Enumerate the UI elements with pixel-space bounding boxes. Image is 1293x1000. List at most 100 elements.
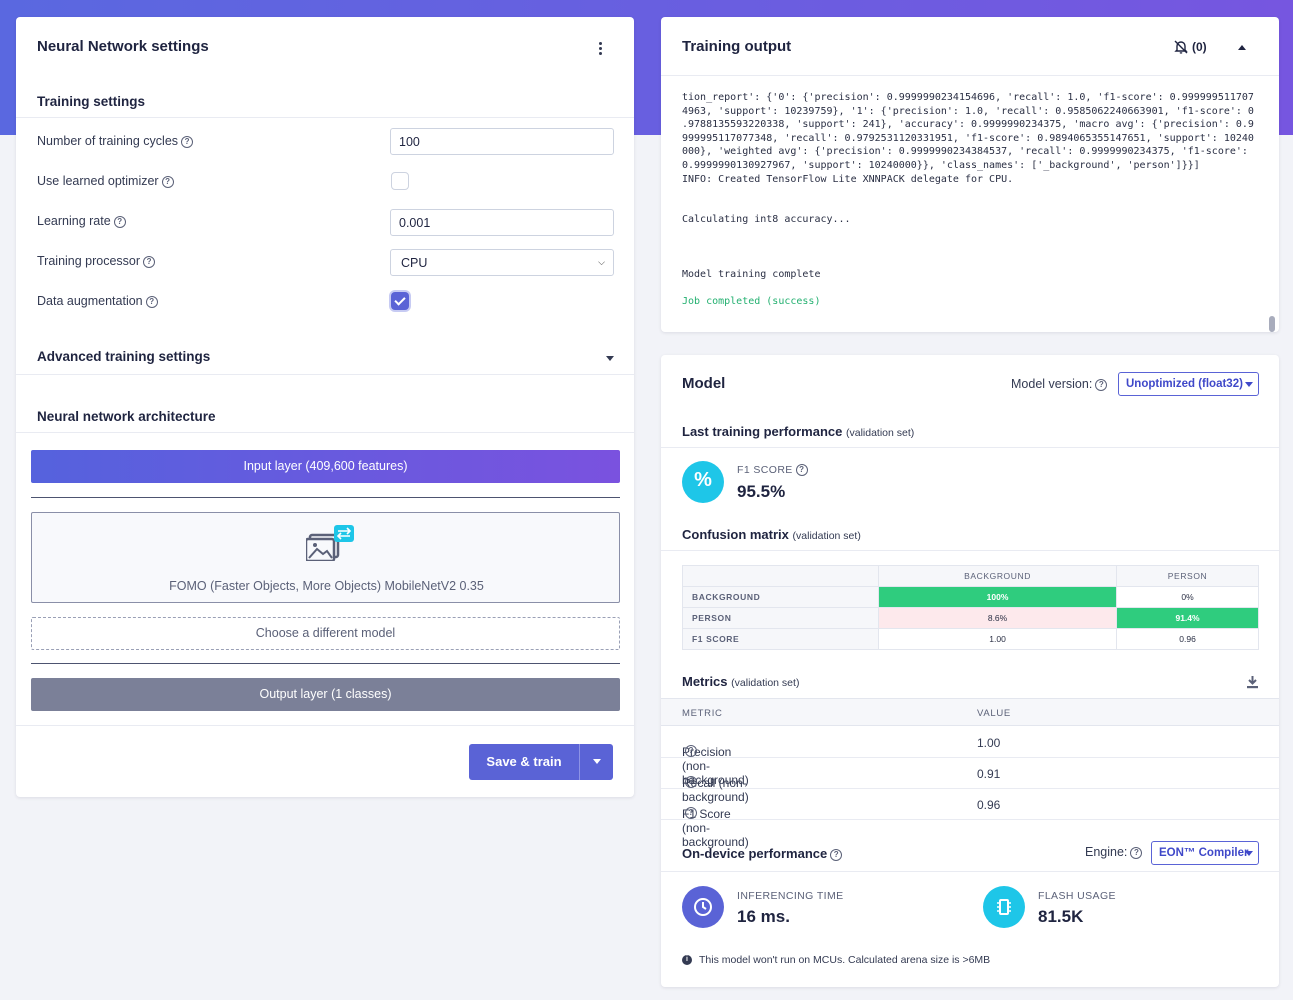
clock-icon [682,886,724,928]
divider [31,497,620,498]
table-cell: 1.00 [877,628,1118,650]
metric-value: 1.00 [977,736,1001,750]
log-line: 0.9999990130927967, 'support': 10240000}… [682,160,1200,171]
table-row: F1 Score (non-background) 0.96 [661,789,1279,849]
engine-value: EON™ Compiler [1159,847,1249,859]
caret-down-icon[interactable] [606,356,614,361]
engine-label: Engine: [1085,845,1143,859]
model-card: Model Model version: Unoptimized (float3… [661,355,1279,987]
info-icon: i [682,955,692,965]
help-icon[interactable] [830,848,843,861]
image-transfer-icon [306,525,354,561]
table-row: Recall (non-background) 0.91 [661,758,1279,804]
chevron-down-icon: ⌵ [598,257,605,267]
on-device-performance-title: On-device performance [682,846,843,861]
table-header: METRIC [682,708,723,719]
confusion-matrix-table: BACKGROUND PERSON BACKGROUND 100% 0% PER… [682,565,1259,650]
inferencing-time-value: 16 ms. [737,907,790,926]
help-icon[interactable] [685,776,697,788]
card-title: Neural Network settings [37,38,209,55]
log-line: Calculating int8 accuracy... [682,214,851,225]
f1-score-label: F1 SCORE [737,464,808,477]
training-processor-select[interactable]: CPU ⌵ [390,249,614,276]
divider [661,447,1279,448]
optimizer-label: Use learned optimizer [37,174,174,188]
divider [661,75,1279,76]
help-icon[interactable] [143,255,156,268]
help-icon[interactable] [113,215,126,228]
training-output-card: Training output (0) tion_report': {'0': … [661,17,1279,332]
help-icon[interactable] [685,745,697,757]
save-options-dropdown-button[interactable] [579,744,613,780]
confusion-matrix-title: Confusion matrix (validation set) [682,527,861,542]
table-header-empty [682,565,879,587]
learning-rate-input[interactable]: 0.001 [390,209,614,236]
advanced-settings-toggle[interactable]: Advanced training settings [37,349,211,364]
table-row: PERSON 8.6% 91.4% [682,607,1259,629]
f1-score-value: 95.5% [737,482,786,501]
table-cell: 0% [1116,586,1259,608]
processor-value: CPU [401,256,428,270]
table-row: F1 SCORE 1.00 0.96 [682,628,1259,650]
help-icon[interactable] [1130,846,1143,859]
table-cell: 8.6% [877,607,1118,629]
row-label: F1 SCORE [682,628,879,650]
table-cell: 100% [877,586,1118,608]
model-version-dropdown[interactable]: Unoptimized (float32) [1118,372,1259,396]
table-header: VALUE [977,708,1011,719]
log-scrollbar[interactable] [1269,316,1275,332]
caret-down-icon [1245,382,1253,387]
log-line: tion_report': {'0': {'precision': 0.9999… [682,92,1254,103]
collapse-caret-icon[interactable] [1238,45,1246,50]
architecture-title: Neural network architecture [37,409,216,424]
training-settings-title: Training settings [37,94,146,109]
log-line: 999995117077348, 'recall': 0.97925311203… [682,132,1254,144]
divider [16,117,634,118]
flash-usage-value: 81.5K [1038,907,1084,926]
help-icon[interactable] [685,807,697,819]
model-version-label: Model version: [1011,377,1108,391]
help-icon[interactable] [161,175,174,188]
log-line: 4963, 'support': 10239759}, '1': {'preci… [682,105,1254,117]
model-version-value: Unoptimized (float32) [1126,378,1243,390]
table-cell: 0.96 [1116,628,1259,650]
help-icon[interactable] [1095,378,1108,391]
engine-dropdown[interactable]: EON™ Compiler [1151,841,1259,865]
table-row: Precision (non-background) 1.00 [661,727,1279,787]
choose-different-model-button[interactable]: Choose a different model [31,617,620,650]
model-block[interactable]: FOMO (Faster Objects, More Objects) Mobi… [31,512,620,603]
more-options-icon[interactable] [597,42,603,56]
caret-down-icon [593,759,601,764]
table-row: BACKGROUND 100% 0% [682,586,1259,608]
help-icon[interactable] [181,135,194,148]
last-training-performance-title: Last training performance (validation se… [682,424,915,439]
cycles-label: Number of training cycles [37,134,194,148]
input-layer-bar: Input layer (409,600 features) [31,450,620,483]
help-icon[interactable] [795,464,808,477]
metrics-title: Metrics (validation set) [682,674,800,689]
divider [661,871,1279,872]
row-label: PERSON [682,607,879,629]
percent-icon: % [682,461,724,503]
table-cell: 91.4% [1116,607,1259,629]
neural-network-settings-card: Neural Network settings Training setting… [16,17,634,797]
learned-optimizer-checkbox[interactable] [391,172,409,190]
chip-icon [983,886,1025,928]
download-icon[interactable] [1246,675,1259,689]
save-train-button[interactable]: Save & train [469,744,579,780]
inferencing-time-label: INFERENCING TIME [737,890,844,902]
divider [31,663,620,664]
arena-warning: This model won't run on MCUs. Calculated… [699,954,991,966]
bell-off-icon[interactable] [1173,39,1189,55]
metric-value: 0.96 [977,798,1001,812]
augmentation-label: Data augmentation [37,294,158,308]
divider [16,432,634,433]
training-cycles-input[interactable]: 100 [390,128,614,155]
data-augmentation-checkbox[interactable] [391,292,409,310]
processor-label: Training processor [37,254,156,268]
help-icon[interactable] [145,295,158,308]
notification-count: (0) [1192,40,1207,54]
caret-down-icon [1245,851,1253,856]
table-header: BACKGROUND [877,565,1118,587]
output-layer-bar: Output layer (1 classes) [31,678,620,711]
